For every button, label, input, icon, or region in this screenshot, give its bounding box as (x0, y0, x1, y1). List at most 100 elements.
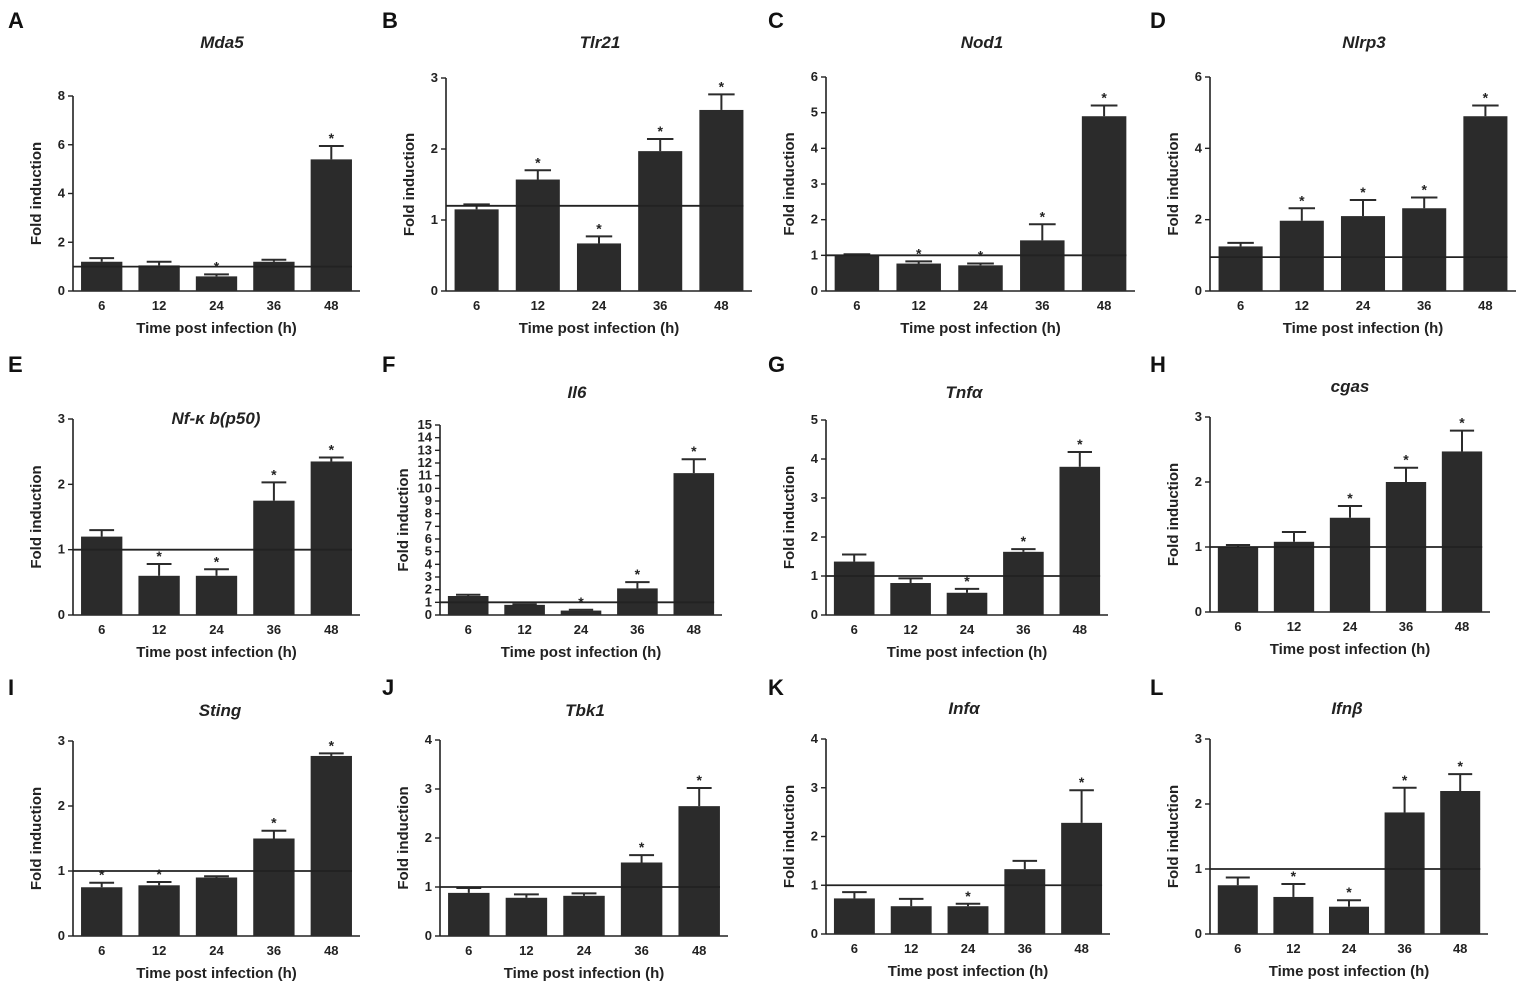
x-tick-label: 24 (1356, 298, 1371, 313)
y-tick-label: 2 (811, 829, 818, 844)
x-tick-label: 36 (267, 622, 281, 637)
x-tick-label: 12 (1287, 619, 1301, 634)
bar (576, 243, 622, 291)
y-tick-label: 0 (431, 283, 438, 298)
y-tick-label: 8 (425, 506, 432, 521)
bar (1004, 869, 1046, 934)
y-tick-label: 2 (431, 141, 438, 156)
x-tick-label: 6 (853, 298, 860, 313)
x-tick-label: 48 (1478, 298, 1492, 313)
significance-marker: * (635, 566, 641, 582)
bar (253, 500, 295, 615)
bar (673, 473, 715, 615)
y-tick-label: 10 (418, 480, 432, 495)
y-axis-label: Fold induction (401, 133, 418, 236)
y-tick-label: 1 (58, 863, 65, 878)
y-tick-label: 7 (425, 518, 432, 533)
bar (310, 159, 352, 291)
significance-marker: * (964, 573, 970, 589)
bar (638, 151, 683, 291)
x-tick-label: 36 (1016, 622, 1030, 637)
x-tick-label: 6 (98, 622, 105, 637)
bar (81, 887, 123, 936)
significance-marker: * (1403, 452, 1409, 468)
bar (896, 263, 941, 291)
x-axis-label: Time post infection (h) (136, 644, 297, 661)
chart-title: Nod1 (961, 33, 1004, 52)
x-tick-label: 24 (574, 622, 589, 637)
significance-marker: * (1299, 192, 1305, 208)
significance-marker: * (696, 772, 702, 788)
y-tick-label: 0 (1195, 604, 1202, 619)
bar (504, 604, 545, 615)
bar (81, 536, 123, 615)
significance-marker: * (1346, 884, 1352, 900)
y-tick-label: 0 (58, 607, 65, 622)
x-tick-label: 48 (1455, 619, 1469, 634)
panel-letter: H (1150, 352, 1166, 377)
y-tick-label: 2 (58, 234, 65, 249)
panel-letter: K (768, 675, 784, 700)
y-tick-label: 1 (811, 247, 818, 262)
x-tick-label: 48 (1453, 941, 1467, 956)
bar (1218, 246, 1263, 291)
x-tick-label: 12 (152, 622, 166, 637)
bar (138, 265, 180, 291)
y-tick-label: 3 (811, 176, 818, 191)
x-tick-label: 24 (592, 298, 607, 313)
x-tick-label: 24 (960, 622, 975, 637)
bar (1003, 551, 1044, 615)
significance-marker: * (99, 867, 105, 883)
x-tick-label: 6 (98, 943, 105, 958)
significance-marker: * (1421, 182, 1427, 198)
y-tick-label: 4 (1195, 140, 1203, 155)
y-tick-label: 5 (425, 544, 432, 559)
chart-title: Tlr21 (580, 33, 621, 52)
bar (1340, 216, 1386, 291)
x-tick-label: 48 (324, 298, 338, 313)
y-tick-label: 2 (1195, 796, 1202, 811)
significance-marker: * (156, 548, 162, 564)
bar (1329, 517, 1371, 612)
y-tick-label: 2 (1195, 212, 1202, 227)
x-tick-label: 24 (577, 943, 592, 958)
y-tick-label: 1 (1195, 539, 1202, 554)
y-tick-label: 0 (58, 928, 65, 943)
x-tick-label: 12 (517, 622, 531, 637)
x-tick-label: 36 (1397, 941, 1411, 956)
x-tick-label: 36 (1399, 619, 1413, 634)
y-tick-label: 0 (425, 607, 432, 622)
bar (958, 265, 1003, 291)
bar (138, 885, 180, 936)
bar (1441, 451, 1483, 612)
panel-letter: J (382, 675, 394, 700)
y-tick-label: 4 (811, 451, 819, 466)
x-tick-label: 12 (152, 298, 166, 313)
y-tick-label: 4 (425, 556, 433, 571)
x-axis-label: Time post infection (h) (136, 320, 297, 337)
y-axis-label: Fold induction (1165, 463, 1182, 566)
bar (890, 906, 932, 934)
bar (833, 561, 875, 615)
x-axis-label: Time post infection (h) (1283, 320, 1444, 337)
x-tick-label: 12 (904, 941, 918, 956)
y-tick-label: 4 (811, 140, 819, 155)
x-tick-label: 48 (687, 622, 701, 637)
y-tick-label: 0 (811, 283, 818, 298)
y-tick-label: 3 (811, 780, 818, 795)
panel-letter: E (8, 352, 23, 377)
y-axis-label: Fold induction (1165, 132, 1182, 235)
x-tick-label: 48 (692, 943, 706, 958)
bar (1059, 466, 1101, 615)
significance-marker: * (1291, 868, 1297, 884)
x-tick-label: 24 (209, 943, 224, 958)
bar (1463, 116, 1508, 291)
bar (563, 895, 605, 936)
significance-marker: * (596, 220, 602, 236)
bar (833, 898, 875, 934)
significance-marker: * (657, 123, 663, 139)
